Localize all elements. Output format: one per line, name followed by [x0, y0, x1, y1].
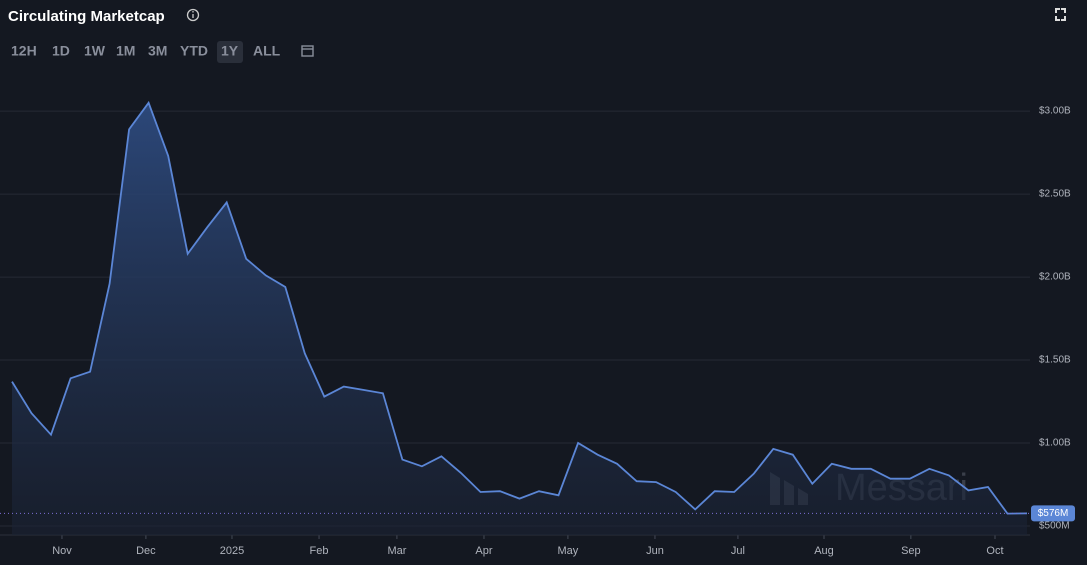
- calendar-icon[interactable]: [301, 45, 314, 57]
- current-value-badge: [1031, 505, 1075, 522]
- y-tick-label: $1.00B: [1039, 438, 1071, 449]
- y-tick-label: $2.50B: [1039, 189, 1071, 200]
- x-tick-label: Jul: [731, 545, 745, 557]
- area: [12, 102, 1027, 536]
- range-button[interactable]: 1M: [116, 43, 135, 59]
- current-value-label: $576M: [1038, 508, 1069, 519]
- range-button[interactable]: 3M: [148, 43, 167, 59]
- x-tick-label: Feb: [310, 545, 329, 557]
- x-tick-label: Nov: [52, 545, 72, 557]
- active-range-bg: [217, 41, 243, 63]
- line: [11, 100, 1028, 515]
- title: Circulating Marketcap: [8, 8, 165, 25]
- info-icon[interactable]: [186, 8, 200, 22]
- range-button[interactable]: 1Y: [221, 43, 239, 59]
- range-button[interactable]: YTD: [180, 43, 208, 59]
- y-tick-label: $2.00B: [1039, 272, 1071, 283]
- range-button[interactable]: ALL: [253, 43, 281, 59]
- x-tick-label: Jun: [646, 545, 664, 557]
- range-button[interactable]: 12H: [11, 43, 37, 59]
- x-tick-label: Apr: [475, 545, 492, 557]
- x-tick-label: 2025: [220, 545, 244, 557]
- x-tick-label: Mar: [387, 545, 406, 557]
- x-tick-label: Sep: [901, 545, 921, 557]
- x-tick-label: Aug: [814, 545, 834, 557]
- y-tick-label: $3.00B: [1039, 106, 1071, 117]
- x-tick-label: Dec: [136, 545, 156, 557]
- x-tick-label: May: [558, 545, 579, 557]
- y-tick-label: $1.50B: [1039, 355, 1071, 366]
- fullscreen-icon[interactable]: [1055, 8, 1066, 21]
- range-button[interactable]: 1W: [84, 43, 106, 59]
- y-tick-label: $500M: [1039, 521, 1070, 532]
- x-tick-label: Oct: [986, 545, 1003, 557]
- range-button[interactable]: 1D: [52, 43, 70, 59]
